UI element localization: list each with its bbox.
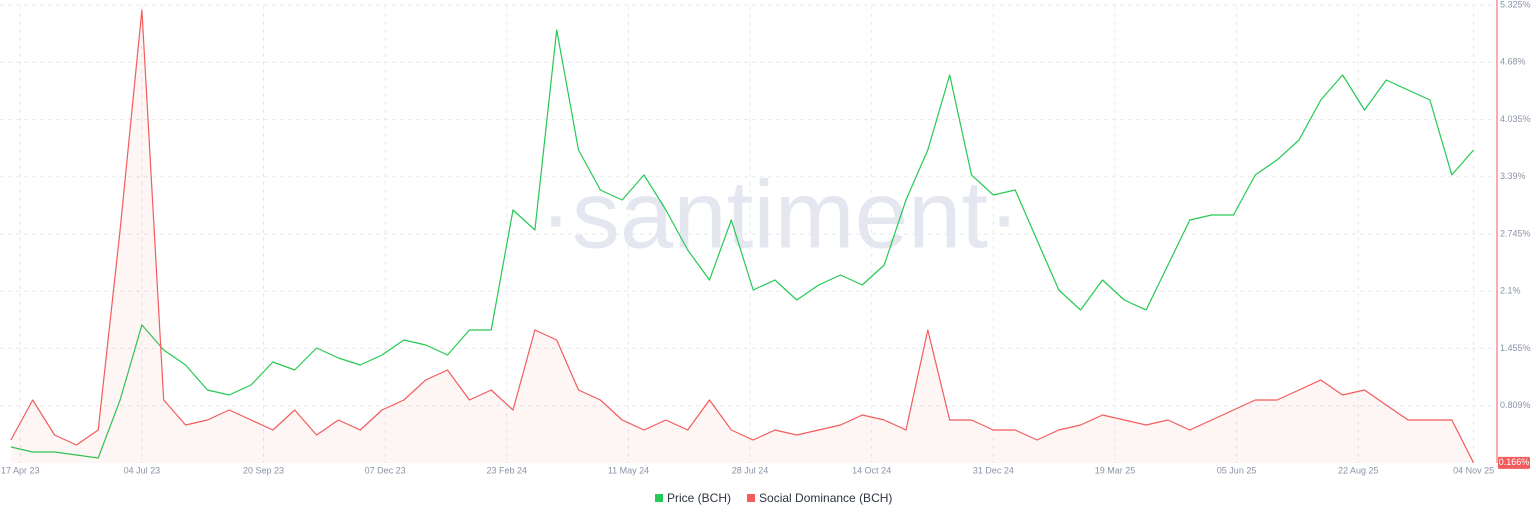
x-tick-label: 07 Dec 23 (365, 465, 406, 475)
x-tick-label: 20 Sep 23 (243, 465, 284, 475)
y-tick-label: 3.39% (1500, 171, 1526, 181)
series-line (10, 29, 1475, 459)
legend-label: Social Dominance (BCH) (759, 491, 892, 505)
x-tick-label: 23 Feb 24 (487, 465, 528, 475)
x-tick-label: 22 Aug 25 (1338, 465, 1379, 475)
y-tick-label: 2.1% (1500, 286, 1521, 296)
y-tick-label: 5.325% (1500, 0, 1531, 9)
x-tick-label: 31 Dec 24 (973, 465, 1014, 475)
watermark: ·santiment· (540, 161, 1020, 268)
x-tick-label: 17 Apr 23 (1, 465, 40, 475)
x-tick-label: 04 Nov 25 (1453, 465, 1494, 475)
y-tick-label: 4.68% (1500, 57, 1526, 67)
x-tick-label: 04 Jul 23 (124, 465, 161, 475)
series-line (10, 9, 1475, 464)
x-tick-label: 19 Mar 25 (1095, 465, 1136, 475)
x-tick-label: 05 Jun 25 (1217, 465, 1257, 475)
legend-label: Price (BCH) (667, 491, 731, 505)
x-tick-label: 11 May 24 (608, 465, 649, 475)
current-value-label: 0.166% (1499, 457, 1530, 467)
current-value-tag (1498, 456, 1530, 469)
legend-swatch (747, 494, 756, 502)
y-tick-label: 1.455% (1500, 343, 1531, 353)
x-tick-label: 14 Oct 24 (852, 465, 891, 475)
y-tick-label: 0.809% (1500, 400, 1531, 410)
area (10, 10, 1474, 463)
y-tick-label: 2.745% (1500, 228, 1531, 238)
legend-swatch (655, 494, 663, 502)
y-tick-label: 4.035% (1500, 114, 1531, 124)
x-tick-label: 28 Jul 24 (732, 465, 769, 475)
